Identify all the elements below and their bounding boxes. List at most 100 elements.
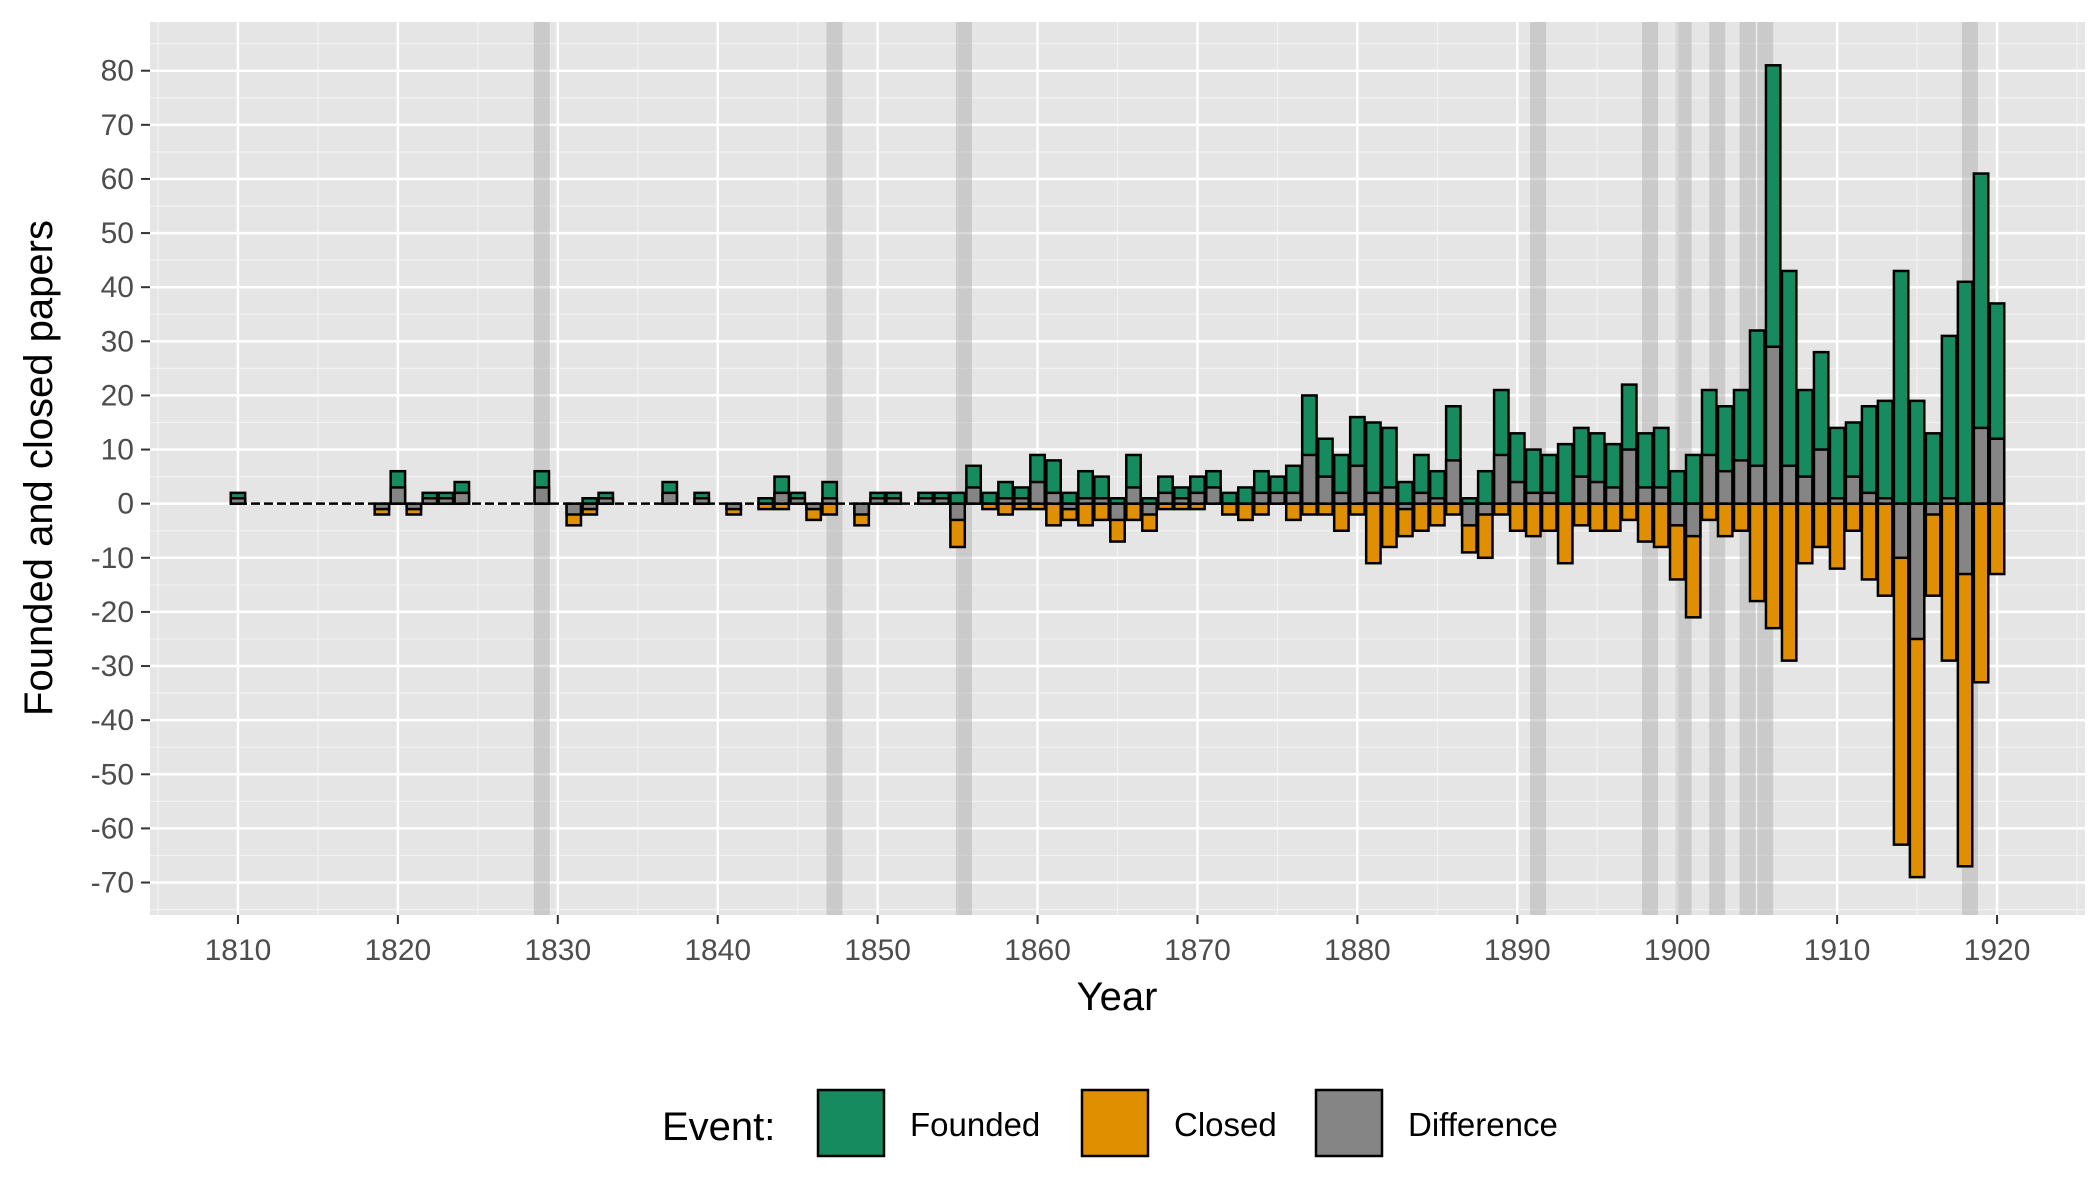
y-tick-label: 0 [117, 488, 134, 521]
bar-difference [1348, 464, 1366, 505]
bar-closed [1444, 502, 1462, 516]
bar-closed [1844, 502, 1862, 532]
bar-founded [1396, 480, 1414, 505]
bar-difference [1620, 448, 1638, 505]
bar-difference [1652, 486, 1670, 505]
y-axis-title: Founded and closed papers [17, 220, 61, 716]
bar-difference [421, 497, 439, 505]
x-tick-label: 1920 [1964, 934, 2031, 967]
bar-founded [1892, 269, 1910, 505]
bar-difference [1252, 491, 1270, 505]
legend-label-difference: Difference [1408, 1106, 1558, 1143]
bar-difference [1748, 464, 1766, 505]
bar-closed [1252, 502, 1270, 516]
bar-difference [1796, 475, 1814, 505]
y-tick-label: -20 [91, 596, 134, 629]
y-tick-label: -60 [91, 812, 134, 845]
bar-difference [773, 491, 791, 505]
legend: Event: Founded Closed Difference [662, 1088, 1558, 1158]
y-tick-label: 30 [101, 325, 134, 358]
bar-difference [1668, 502, 1686, 527]
x-tick-label: 1890 [1484, 934, 1551, 967]
bar-difference [1908, 502, 1926, 641]
bar-difference [1029, 480, 1046, 505]
bar-difference [437, 497, 455, 505]
bar-founded [1236, 486, 1254, 505]
bar-founded [1940, 334, 1958, 505]
bar-closed [1940, 502, 1958, 662]
bar-difference [1364, 491, 1382, 505]
bar-closed [1284, 502, 1302, 522]
bar-difference [1572, 475, 1590, 505]
bar-difference [1460, 502, 1478, 527]
bar-difference [1588, 480, 1606, 505]
highlight-band [955, 22, 972, 915]
bar-difference [1988, 437, 2006, 505]
bar-closed [1428, 502, 1446, 527]
bar-difference [917, 497, 935, 505]
bar-difference [1284, 491, 1302, 505]
bar-closed [1876, 502, 1894, 597]
bar-difference [1396, 502, 1414, 511]
x-tick-label: 1810 [205, 934, 272, 967]
bar-closed [1332, 502, 1350, 532]
bar-difference [1412, 491, 1430, 505]
bar-difference [1972, 426, 1990, 505]
x-tick-label: 1840 [684, 934, 751, 967]
bar-difference [1157, 491, 1174, 505]
bar-difference [1876, 497, 1894, 505]
x-axis-title: Year [1077, 975, 1158, 1019]
bar-closed [1732, 502, 1750, 532]
bar-difference [1268, 491, 1286, 505]
bar-difference [1205, 486, 1222, 505]
bar-difference [1732, 459, 1750, 505]
bar-difference [1812, 448, 1830, 505]
bar-closed [1620, 502, 1638, 522]
bar-closed [1540, 502, 1558, 532]
bar-founded [1876, 399, 1894, 505]
bar-closed [1492, 502, 1510, 516]
x-tick-label: 1830 [524, 934, 591, 967]
y-tick-label: 50 [101, 217, 134, 250]
bar-difference [389, 486, 407, 505]
x-tick-label: 1860 [1004, 934, 1071, 967]
bar-difference [1300, 453, 1318, 505]
bar-difference [853, 502, 871, 516]
bar-difference [1636, 486, 1654, 505]
bar-difference [1316, 475, 1334, 505]
bar-difference [1109, 502, 1126, 522]
bar-closed [1700, 502, 1718, 522]
bar-founded [1364, 421, 1382, 505]
bar-difference [533, 486, 551, 505]
bar-closed [1572, 502, 1590, 527]
bar-difference [949, 502, 967, 522]
bar-closed [1636, 502, 1654, 543]
bar-closed [1412, 502, 1430, 532]
bar-founded [1220, 491, 1238, 505]
bar-closed [1828, 502, 1846, 570]
bar-closed [1077, 502, 1094, 527]
x-axis: 1810 1820 1830 1840 1850 1860 1870 1880 1890 1900… [205, 915, 2031, 967]
bar-closed [1316, 502, 1334, 516]
x-tick-label: 1910 [1804, 934, 1871, 967]
bar-closed [1972, 502, 1990, 684]
bar-founded [1668, 469, 1686, 505]
bar-closed [1796, 502, 1814, 565]
x-tick-label: 1870 [1164, 934, 1231, 967]
bar-closed [1812, 502, 1830, 549]
legend-label-closed: Closed [1174, 1106, 1277, 1143]
bar-founded [1828, 426, 1846, 505]
y-tick-label: 10 [101, 434, 134, 467]
y-tick-label: 70 [101, 109, 134, 142]
bar-closed [1524, 502, 1542, 538]
bar-founded [1684, 453, 1702, 505]
bar-difference [1332, 491, 1350, 505]
bar-difference [1924, 502, 1942, 516]
bar-difference [1492, 453, 1510, 505]
bar-difference [1476, 502, 1494, 516]
y-tick-label: 60 [101, 163, 134, 196]
bar-difference [1860, 491, 1878, 505]
bar-closed [1924, 502, 1942, 597]
bar-difference [661, 491, 679, 505]
